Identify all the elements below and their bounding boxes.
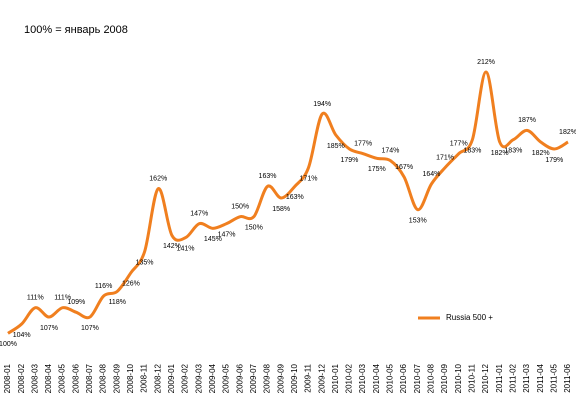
x-tick-label: 2011-02 bbox=[508, 363, 517, 392]
x-tick-label: 2010-03 bbox=[358, 363, 367, 393]
x-tick-label: 2008-08 bbox=[99, 363, 108, 393]
x-tick-label: 2010-06 bbox=[399, 363, 408, 393]
legend-label: Russia 500 + bbox=[446, 313, 493, 322]
x-tick-label: 2010-02 bbox=[345, 363, 354, 393]
x-tick-label: 2010-12 bbox=[481, 363, 490, 393]
data-label: 183% bbox=[463, 148, 481, 155]
data-label: 177% bbox=[354, 141, 372, 148]
data-label: 183% bbox=[504, 148, 522, 155]
x-tick-label: 2009-12 bbox=[317, 363, 326, 393]
data-label: 118% bbox=[109, 299, 126, 306]
data-label: 100% bbox=[0, 341, 17, 348]
x-tick-label: 2009-05 bbox=[222, 363, 231, 393]
x-tick-label: 2010-05 bbox=[386, 363, 395, 393]
data-label: 147% bbox=[190, 211, 208, 218]
data-label: 182% bbox=[559, 129, 576, 136]
x-tick-label: 2009-01 bbox=[167, 363, 176, 393]
x-tick-label: 2008-07 bbox=[85, 363, 94, 393]
data-label: 175% bbox=[368, 166, 386, 173]
x-tick-label: 2009-10 bbox=[290, 363, 299, 393]
data-label: 187% bbox=[518, 117, 536, 124]
data-label: 142% bbox=[163, 243, 181, 250]
x-tick-label: 2011-05 bbox=[549, 363, 558, 392]
data-label: 111% bbox=[54, 295, 71, 302]
data-label: 135% bbox=[136, 260, 154, 267]
data-label: 167% bbox=[395, 164, 413, 171]
data-label: 158% bbox=[272, 206, 290, 213]
data-label: 182% bbox=[532, 150, 550, 157]
data-label: 164% bbox=[422, 171, 440, 178]
data-label: 145% bbox=[204, 236, 222, 243]
data-label: 150% bbox=[245, 225, 263, 232]
data-label: 163% bbox=[286, 194, 304, 201]
x-tick-label: 2009-03 bbox=[194, 363, 203, 393]
x-tick-label: 2010-09 bbox=[440, 363, 449, 393]
x-tick-label: 2011-01 bbox=[495, 363, 504, 392]
line bbox=[7, 70, 569, 335]
x-tick-label: 2009-11 bbox=[304, 363, 313, 392]
data-label: 141% bbox=[177, 246, 195, 253]
data-label: 174% bbox=[381, 148, 399, 155]
data-label: 177% bbox=[450, 141, 468, 148]
x-tick-label: 2009-07 bbox=[249, 363, 258, 393]
data-label: 185% bbox=[327, 143, 345, 150]
x-tick-label: 2009-06 bbox=[235, 363, 244, 393]
data-label: 126% bbox=[122, 281, 140, 288]
x-tick-label: 2009-02 bbox=[181, 363, 190, 393]
data-label: 107% bbox=[81, 325, 99, 332]
x-tick-label: 2009-08 bbox=[263, 363, 272, 393]
x-tick-label: 2010-04 bbox=[372, 363, 381, 393]
x-tick-label: 2008-05 bbox=[58, 363, 67, 393]
data-label: 116% bbox=[95, 283, 112, 290]
x-tick-label: 2008-10 bbox=[126, 363, 135, 393]
x-tick-label: 2011-04 bbox=[536, 363, 545, 392]
x-tick-label: 2008-06 bbox=[71, 363, 80, 393]
data-label: 194% bbox=[313, 101, 331, 108]
data-label: 107% bbox=[40, 325, 58, 332]
data-label: 182% bbox=[491, 150, 509, 157]
x-tick-label: 2010-10 bbox=[454, 363, 463, 393]
data-label: 179% bbox=[341, 157, 359, 164]
data-label: 109% bbox=[67, 299, 85, 306]
x-tick-label: 2010-07 bbox=[413, 363, 422, 393]
x-tick-label: 2008-11 bbox=[140, 363, 149, 392]
x-tick-label: 2008-03 bbox=[30, 363, 39, 393]
x-tick-label: 2008-09 bbox=[112, 363, 121, 393]
x-tick-label: 2008-04 bbox=[44, 363, 53, 393]
data-label: 111% bbox=[27, 295, 44, 302]
x-tick-label: 2010-08 bbox=[427, 363, 436, 393]
data-label: 162% bbox=[149, 176, 167, 183]
x-tick-label: 2008-02 bbox=[17, 363, 26, 393]
data-label: 179% bbox=[545, 157, 563, 164]
data-label: 104% bbox=[13, 332, 31, 339]
x-tick-label: 2011-03 bbox=[522, 363, 531, 392]
data-label: 150% bbox=[231, 204, 249, 211]
data-label: 171% bbox=[300, 176, 318, 183]
x-tick-label: 2010-11 bbox=[467, 363, 476, 392]
data-label: 171% bbox=[436, 155, 454, 162]
data-label: 212% bbox=[477, 59, 495, 66]
x-tick-label: 2008-12 bbox=[153, 363, 162, 393]
x-tick-label: 2008-01 bbox=[3, 363, 12, 393]
x-tick-label: 2010-01 bbox=[331, 363, 340, 393]
chart-title: 100% = январь 2008 bbox=[24, 24, 128, 36]
data-label: 153% bbox=[409, 218, 427, 225]
x-tick-label: 2011-06 bbox=[563, 363, 572, 392]
x-tick-label: 2009-09 bbox=[276, 363, 285, 393]
data-label: 147% bbox=[218, 232, 236, 239]
data-label: 163% bbox=[259, 173, 277, 180]
x-tick-label: 2009-04 bbox=[208, 363, 217, 393]
